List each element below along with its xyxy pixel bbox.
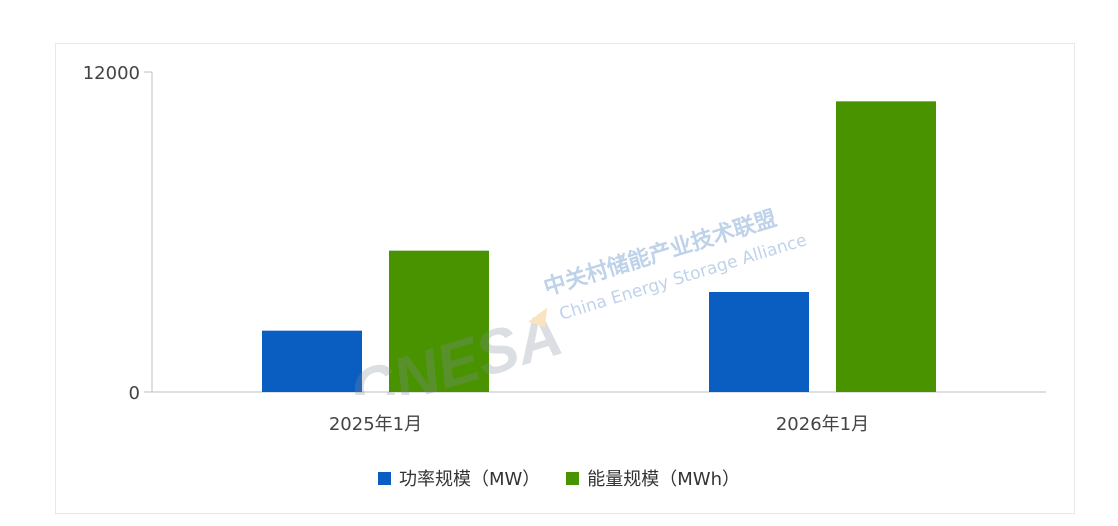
chart-labels: 0 12000 2025年1月 2026年1月: [83, 63, 869, 435]
bar-power-1: [709, 292, 809, 392]
legend-label: 功率规模（MW）: [398, 469, 541, 490]
chart-bars: [262, 101, 936, 392]
y-tick-label: 12000: [83, 63, 140, 84]
legend-item-energy: 能量规模（MWh）: [566, 465, 740, 491]
chart-legend: 功率规模（MW） 能量规模（MWh）: [0, 465, 1118, 491]
bar-chart: 0 12000 2025年1月 2026年1月: [83, 63, 1046, 435]
y-tick-label: 0: [129, 383, 140, 404]
x-tick-label: 2025年1月: [329, 414, 422, 435]
x-tick-label: 2026年1月: [776, 414, 869, 435]
legend-swatch: [377, 471, 391, 485]
legend-item-power: 功率规模（MW）: [377, 465, 541, 491]
bar-energy-0: [389, 250, 489, 392]
bar-power-0: [262, 330, 362, 392]
legend-swatch: [566, 471, 580, 485]
legend-label: 能量规模（MWh）: [587, 469, 741, 490]
bar-energy-1: [836, 101, 936, 392]
